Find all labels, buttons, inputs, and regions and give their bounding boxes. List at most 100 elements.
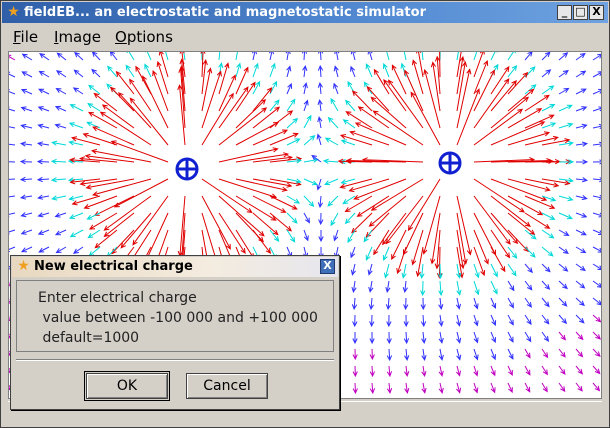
field-vector (84, 153, 135, 163)
field-vector (403, 314, 409, 328)
field-vector (400, 62, 407, 78)
field-vector (490, 96, 530, 129)
field-vector (368, 297, 375, 311)
field-vector (403, 52, 407, 61)
field-vector (9, 246, 16, 252)
field-vector (317, 98, 323, 112)
field-vector (120, 212, 152, 249)
field-vector (367, 52, 373, 61)
field-vector (575, 52, 586, 61)
field-vector (142, 75, 169, 129)
field-vector (351, 212, 373, 234)
field-vector (269, 229, 280, 243)
field-vector (507, 71, 529, 95)
minimize-button[interactable]: _ (557, 5, 572, 20)
field-vector (558, 297, 568, 307)
dialog-title-bar[interactable]: ★ New electrical charge X (12, 257, 338, 277)
field-vector (541, 85, 555, 95)
maximize-button[interactable]: □ (573, 5, 588, 20)
field-vector (575, 195, 588, 201)
close-button[interactable]: X (589, 5, 604, 20)
field-vector (144, 63, 152, 78)
menu-file[interactable]: File (13, 28, 39, 46)
field-vector (592, 141, 601, 147)
field-vector (285, 52, 291, 61)
field-vector (592, 71, 601, 78)
field-vector (456, 60, 468, 112)
field-vector (351, 90, 373, 112)
field-vector (9, 89, 16, 95)
field-vector (382, 62, 390, 78)
field-vector (438, 331, 444, 344)
positive-charge-icon[interactable] (175, 157, 199, 181)
field-vector (91, 68, 101, 78)
positive-charge-icon[interactable] (438, 151, 462, 175)
field-vector (9, 178, 16, 180)
field-vector (373, 229, 390, 256)
menu-image[interactable]: Image (54, 28, 101, 46)
field-vector (592, 53, 601, 61)
field-vector (218, 74, 236, 112)
field-vector (37, 106, 50, 112)
star-icon: ★ (17, 258, 30, 274)
field-vector (558, 159, 575, 165)
field-vector (401, 263, 407, 279)
field-vector (118, 92, 152, 129)
field-vector (404, 348, 410, 362)
field-vector (269, 195, 298, 210)
title-bar[interactable]: ★ fieldEB... an electrostatic and magnet… (2, 2, 608, 23)
field-vector (132, 195, 169, 246)
window-title: fieldEB... an electrostatic and magnetos… (24, 5, 426, 20)
field-vector (592, 106, 601, 112)
field-vector (423, 68, 441, 129)
field-vector (235, 81, 256, 112)
ok-button[interactable]: OK (84, 371, 170, 401)
field-vector (473, 108, 524, 146)
dialog-separator (16, 359, 334, 361)
field-vector (55, 70, 67, 78)
field-vector (218, 212, 246, 254)
field-vector (575, 331, 584, 341)
field-vector (37, 229, 50, 235)
field-vector (317, 81, 323, 95)
field-vector (356, 195, 390, 217)
field-vector (404, 365, 410, 378)
field-vector (54, 105, 67, 112)
field-vector (592, 177, 601, 183)
field-vector (269, 99, 280, 112)
field-vector (456, 195, 472, 256)
dialog-message-line: Enter electrical charge (38, 290, 197, 306)
field-vector (385, 280, 391, 294)
field-vector (333, 65, 339, 78)
field-vector (385, 195, 424, 245)
field-vector (363, 229, 373, 243)
field-vector (473, 78, 510, 129)
field-vector (333, 82, 339, 95)
field-vector (507, 280, 515, 292)
field-vector (403, 212, 424, 256)
field-vector (252, 129, 289, 146)
field-vector (391, 64, 407, 95)
field-vector (327, 195, 339, 207)
field-vector (69, 157, 101, 163)
field-vector (524, 382, 531, 393)
field-vector (38, 70, 50, 78)
field-vector (269, 62, 276, 78)
dialog-close-button[interactable]: X (320, 259, 335, 274)
field-vector (9, 195, 16, 199)
field-vector (369, 314, 375, 328)
field-vector (386, 331, 392, 345)
field-vector (177, 84, 186, 146)
field-vector (473, 52, 485, 78)
field-vector (156, 60, 169, 95)
field-vector (456, 348, 462, 361)
field-vector (541, 365, 549, 376)
cancel-button[interactable]: Cancel (186, 373, 268, 399)
field-vector (575, 365, 584, 375)
menu-options[interactable]: Options (115, 28, 173, 46)
field-vector (507, 331, 514, 343)
field-vector (303, 157, 319, 163)
field-vector (201, 59, 208, 95)
field-vector (422, 195, 441, 255)
field-vector (385, 297, 392, 311)
